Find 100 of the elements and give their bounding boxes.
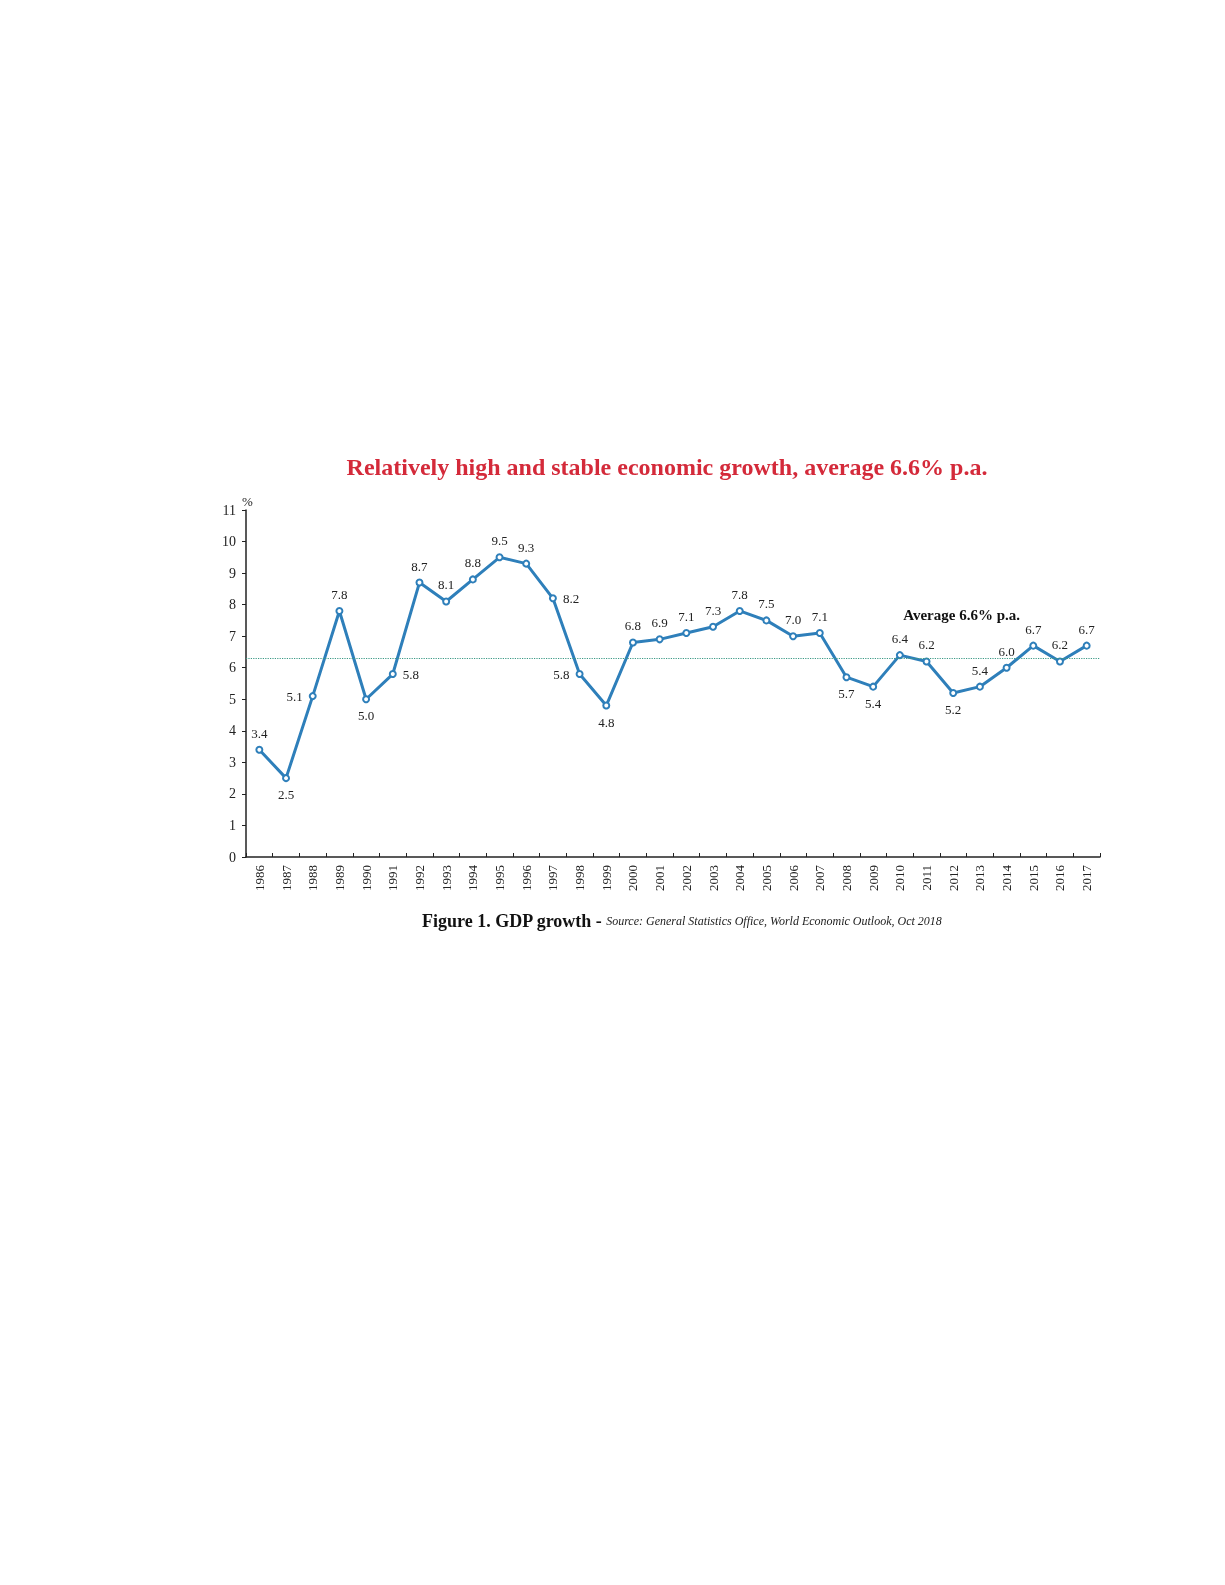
data-label: 7.3: [704, 602, 722, 618]
data-label: 9.3: [518, 539, 535, 555]
data-label: 8.7: [411, 558, 429, 574]
x-tick-label: 2009: [865, 865, 881, 891]
data-label: 6.4: [891, 631, 909, 647]
x-tick-label: 2006: [785, 864, 801, 891]
x-tick-label: 1997: [545, 864, 561, 891]
x-tick-label: 2014: [999, 864, 1015, 891]
x-tick-label: 1999: [598, 865, 614, 891]
y-tick-label: 8: [229, 597, 236, 613]
x-tick-label: 1995: [492, 865, 508, 891]
point: [1029, 641, 1038, 650]
data-label: 5.7: [838, 686, 856, 702]
x-tick-label: 2008: [838, 865, 854, 891]
point: [335, 606, 344, 615]
data-label: 7.8: [331, 586, 348, 602]
x-tick-label: 1986: [251, 864, 267, 891]
data-label: 6.9: [651, 615, 668, 631]
point: [282, 774, 291, 783]
point: [308, 692, 317, 701]
ref-line-label: Average 6.6% p.a.: [903, 606, 1021, 623]
x-tick-label: 2012: [945, 865, 961, 891]
data-label: 7.1: [811, 609, 828, 625]
point: [1082, 641, 1091, 650]
y-tick-label: 3: [229, 754, 236, 770]
source-note: Source: General Statistics Office, World Economic Outlook, Oct 2018: [606, 914, 942, 928]
data-label: 6.0: [998, 643, 1015, 659]
y-tick-label: 2: [229, 786, 236, 802]
data-label: 7.5: [758, 596, 775, 612]
point: [415, 578, 424, 587]
point: [602, 701, 611, 710]
data-label: 3.4: [251, 725, 268, 741]
data-label: 5.0: [357, 708, 375, 724]
data-label: 6.7: [1025, 621, 1042, 637]
point: [815, 629, 824, 638]
data-label: 8.1: [438, 577, 455, 593]
y-tick-label: 0: [229, 849, 236, 865]
data-label: 5.1: [286, 688, 303, 704]
x-tick-label: 1998: [572, 865, 588, 891]
data-label: 7.0: [784, 612, 802, 628]
point: [895, 651, 904, 660]
point: [735, 606, 744, 615]
point: [922, 657, 931, 666]
point: [842, 673, 851, 682]
x-tick-label: 1990: [358, 865, 374, 891]
x-tick-label: 2005: [758, 865, 774, 891]
data-label: 4.8: [598, 714, 615, 730]
point: [1002, 663, 1011, 672]
data-label: 8.8: [464, 555, 481, 571]
point: [362, 695, 371, 704]
data-label: 5.4: [971, 662, 989, 678]
data-label: 6.8: [624, 618, 642, 634]
data-label: 2.5: [277, 787, 295, 803]
y-tick-label: 5: [229, 691, 236, 707]
point: [789, 632, 798, 641]
x-tick-label: 2007: [812, 864, 828, 891]
point: [255, 745, 264, 754]
data-label: 5.2: [945, 701, 962, 717]
x-tick-label: 2000: [625, 865, 641, 891]
data-label: 6.2: [918, 637, 935, 653]
x-tick-label: 1993: [438, 865, 454, 891]
point: [628, 638, 637, 647]
x-tick-label: 2013: [972, 865, 988, 891]
x-tick-label: 1987: [278, 864, 294, 891]
point: [709, 622, 718, 631]
point: [655, 635, 664, 644]
point: [1055, 657, 1064, 666]
x-tick-label: 2001: [652, 865, 668, 891]
point: [682, 629, 691, 638]
x-tick-label: 1991: [385, 865, 401, 891]
data-label: 7.8: [731, 586, 748, 602]
x-tick-label: 1988: [305, 865, 321, 891]
y-tick-label: 6: [229, 660, 236, 676]
data-label: 7.1: [678, 609, 695, 625]
y-tick-label: 1: [229, 817, 236, 833]
point: [869, 682, 878, 691]
data-label: 9.5: [491, 533, 508, 549]
x-tick-label: 2015: [1025, 865, 1041, 891]
point: [949, 688, 958, 697]
point: [442, 597, 451, 606]
y-tick-label: 10: [222, 534, 236, 550]
data-label: 5.8: [402, 666, 420, 682]
data-label: 5.8: [553, 666, 570, 682]
y-tick-label: 7: [229, 628, 236, 644]
x-tick-label: 2004: [732, 864, 748, 891]
point: [762, 616, 771, 625]
point: [468, 575, 477, 584]
x-tick-label: 1989: [331, 865, 347, 891]
y-tick-label: 9: [229, 565, 236, 581]
x-tick-label: 1992: [411, 865, 427, 891]
x-tick-label: 2003: [705, 865, 721, 891]
caption: Figure 1. GDP growth -: [422, 911, 602, 931]
data-label: 5.4: [865, 695, 882, 711]
x-tick-label: 2002: [678, 865, 694, 891]
point: [388, 670, 397, 679]
chart-title: Relatively high and stable economic growth, average 6.6% p.a.: [346, 454, 988, 480]
x-tick-label: 2010: [892, 865, 908, 891]
x-tick-label: 2017: [1079, 864, 1095, 891]
point: [975, 682, 984, 691]
point: [522, 559, 531, 568]
